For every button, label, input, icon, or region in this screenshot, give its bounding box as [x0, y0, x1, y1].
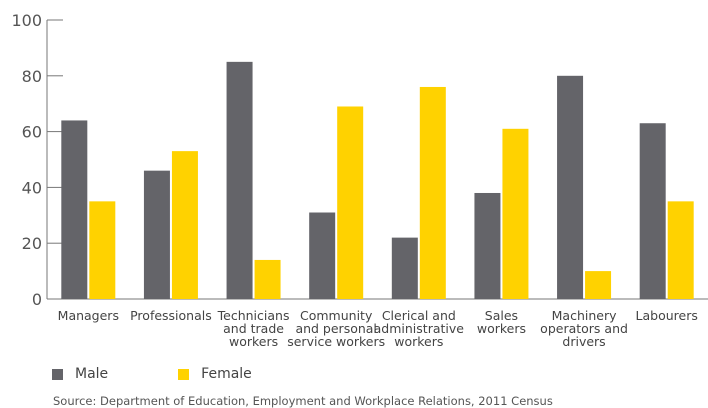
bar-female [667, 201, 694, 299]
x-tick-label: Community and personal service workers [287, 308, 385, 349]
bar-male [61, 120, 88, 299]
x-tick-label: Managers [58, 308, 119, 323]
y-tick-label: 20 [22, 234, 42, 253]
bar-male [557, 75, 584, 299]
legend-label-male: Male [75, 366, 109, 382]
source-note: Source: Department of Education, Employm… [53, 394, 553, 408]
x-tick-label: Sales workers [477, 308, 526, 336]
bar-female [502, 128, 529, 299]
bar-male [226, 61, 253, 299]
y-tick-label: 40 [22, 178, 42, 197]
bar-female [171, 151, 198, 299]
legend-item-male: Male [52, 366, 108, 382]
y-tick-label: 80 [22, 67, 42, 86]
x-tick-label: Professionals [130, 308, 212, 323]
bar-male [309, 212, 336, 299]
y-tick-label: 60 [22, 123, 42, 142]
chart-legend: Male Female [52, 366, 322, 382]
bar-female [89, 201, 116, 299]
legend-swatch-female [178, 368, 190, 380]
bar-female [585, 271, 612, 299]
bar-female [337, 106, 364, 300]
x-tick-label: Clerical and administrative workers [374, 308, 465, 349]
bar-male [639, 123, 666, 299]
legend-label-female: Female [201, 366, 252, 382]
bar-male [474, 192, 501, 299]
legend-item-female: Female [178, 366, 252, 382]
x-tick-label: Labourers [636, 308, 698, 323]
bar-male [143, 170, 170, 299]
bar-female [419, 86, 446, 300]
x-tick-label: Technicians and trade workers [217, 308, 290, 349]
legend-swatch-male [52, 368, 63, 380]
bar-female [254, 259, 281, 299]
y-tick-label: 100 [11, 11, 42, 30]
y-tick-label: 0 [32, 290, 42, 309]
bar-chart: 0 20 40 60 80 100 Managers Professionals Technic… [11, 11, 708, 349]
bar-male [391, 237, 418, 299]
x-tick-label: Machinery operators and drivers [540, 308, 628, 349]
